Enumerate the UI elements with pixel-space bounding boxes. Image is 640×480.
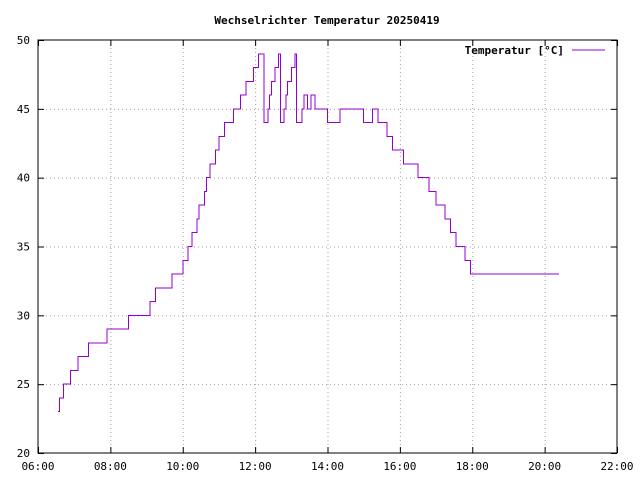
x-tick-label: 14:00	[311, 460, 344, 473]
y-tick-label: 25	[17, 378, 30, 391]
series-layer	[57, 53, 560, 413]
y-tick-label: 30	[17, 309, 30, 322]
legend: Temperatur [°C]	[465, 44, 605, 57]
x-tick-label: 20:00	[528, 460, 561, 473]
axis-ticks: 06:00 08:00 10:00 12:00 14:00 16:00 18:00 20:00…	[17, 34, 634, 473]
x-tick-label: 22:00	[600, 460, 633, 473]
chart-title: Wechselrichter Temperatur 20250419	[214, 14, 439, 27]
y-tick-label: 40	[17, 172, 30, 185]
y-tick-label: 20	[17, 447, 30, 460]
series-line-temperatur	[57, 53, 560, 413]
x-tick-label: 12:00	[239, 460, 272, 473]
x-tick-label: 16:00	[383, 460, 416, 473]
y-tick-label: 35	[17, 241, 30, 254]
y-tick-label: 50	[17, 34, 30, 47]
x-tick-label: 10:00	[166, 460, 199, 473]
x-tick-label: 08:00	[94, 460, 127, 473]
legend-entry-label: Temperatur [°C]	[465, 44, 564, 57]
y-tick-label: 45	[17, 103, 30, 116]
plot-frame	[37, 39, 618, 454]
x-tick-label: 06:00	[21, 460, 54, 473]
x-tick-label: 18:00	[456, 460, 489, 473]
